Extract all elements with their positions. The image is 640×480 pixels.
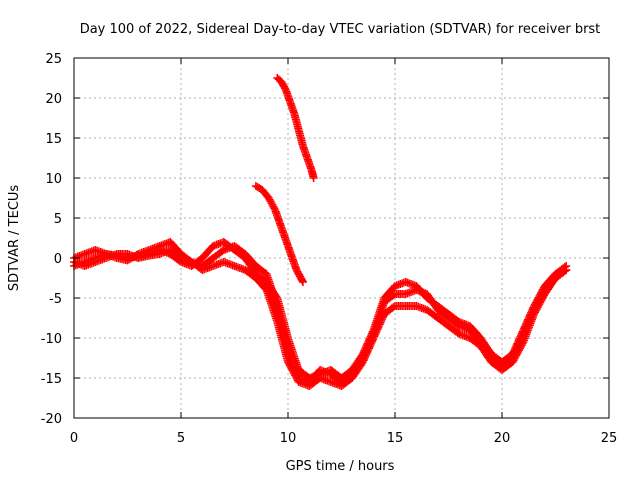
- trace-marker: [512, 345, 521, 354]
- trace-marker: [521, 324, 530, 333]
- grid-lines: [74, 58, 609, 418]
- x-tick-label: 25: [601, 431, 618, 446]
- trace-marker: [289, 362, 298, 370]
- trace-marker: [293, 370, 302, 379]
- trace-marker: [363, 343, 372, 352]
- trace-marker: [362, 345, 371, 354]
- x-tick-label: 0: [70, 431, 78, 446]
- x-tick-label: 15: [387, 431, 404, 446]
- trace-marker: [518, 331, 527, 340]
- trace-marker: [368, 331, 377, 340]
- trace-marker: [528, 309, 537, 318]
- trace-marker: [266, 197, 275, 206]
- data-point: [284, 350, 292, 358]
- x-tick-label: 5: [177, 431, 185, 446]
- trace-marker: [526, 314, 535, 323]
- data-point: [519, 330, 528, 338]
- trace-marker: [360, 350, 369, 359]
- trace-marker: [523, 319, 532, 328]
- data-point: [508, 354, 517, 362]
- plot-frame: [73, 57, 610, 419]
- data-point: [562, 266, 571, 274]
- data-series: [70, 74, 571, 390]
- trace-marker: [520, 328, 529, 337]
- y-tick-label: -10: [41, 332, 62, 347]
- x-tick-label: 10: [280, 431, 297, 446]
- trace-marker: [361, 348, 370, 357]
- y-axis-label: SDTVAR / TECUs: [7, 185, 22, 292]
- trace-marker: [560, 267, 569, 276]
- trace-marker: [514, 340, 523, 349]
- x-tick-label: 20: [494, 431, 511, 446]
- trace-marker: [525, 316, 534, 325]
- y-tick-label: 15: [45, 132, 62, 147]
- trace-marker: [527, 312, 536, 321]
- trace-marker: [366, 336, 375, 345]
- trace-marker: [514, 342, 523, 350]
- trace-marker: [365, 338, 374, 347]
- trace-marker: [285, 353, 294, 362]
- trace-marker: [513, 343, 522, 352]
- trace-marker: [527, 311, 536, 320]
- trace-marker: [268, 200, 277, 209]
- x-axis-label: GPS time / hours: [286, 459, 395, 474]
- series-track-d: [273, 74, 318, 182]
- trace-marker: [510, 350, 519, 359]
- trace-marker: [287, 358, 296, 367]
- trace-marker: [359, 352, 368, 361]
- axis-ticks: 0 5 10 15 20 25 -20 -15 -10 -5 0 5 10 15 20 25: [41, 52, 618, 446]
- trace-marker: [291, 367, 300, 376]
- y-tick-label: 20: [45, 92, 62, 107]
- trace-marker: [265, 195, 274, 204]
- trace-marker: [365, 340, 374, 349]
- trace-marker: [516, 336, 525, 345]
- y-tick-label: 0: [54, 252, 62, 267]
- trace-marker: [510, 348, 519, 357]
- chart-title: Day 100 of 2022, Sidereal Day-to-day VTE…: [80, 22, 601, 37]
- trace-marker: [368, 333, 377, 342]
- y-tick-label: 5: [54, 212, 62, 227]
- trace-marker: [509, 352, 518, 361]
- trace-marker: [270, 204, 279, 213]
- trace-marker: [517, 335, 526, 344]
- data-point: [358, 354, 367, 362]
- data-point: [309, 174, 318, 182]
- y-tick-label: 10: [45, 172, 62, 187]
- trace-marker: [288, 360, 297, 369]
- trace-marker: [523, 321, 532, 330]
- trace-marker: [524, 318, 533, 326]
- trace-marker: [269, 202, 278, 211]
- data-point: [298, 278, 307, 286]
- trace-marker: [287, 356, 296, 365]
- y-tick-label: 25: [45, 52, 62, 67]
- data-point: [264, 194, 273, 202]
- trace-marker: [520, 326, 529, 335]
- y-tick-label: -20: [41, 412, 62, 427]
- trace-marker: [364, 342, 373, 350]
- trace-marker: [361, 347, 370, 356]
- trace-marker: [292, 368, 301, 377]
- trace-marker: [515, 338, 524, 347]
- trace-marker: [522, 323, 531, 332]
- trace-marker: [367, 335, 376, 344]
- trace-marker: [511, 347, 520, 356]
- y-tick-label: -15: [41, 372, 62, 387]
- trace-marker: [290, 363, 299, 372]
- trace-marker: [286, 355, 295, 364]
- y-tick-label: -5: [49, 292, 62, 307]
- series-track-c: [70, 238, 571, 386]
- trace-marker: [284, 351, 293, 360]
- series-track-e: [251, 182, 307, 286]
- trace-marker: [517, 333, 526, 342]
- trace-marker: [267, 199, 276, 208]
- trace-marker: [290, 365, 299, 374]
